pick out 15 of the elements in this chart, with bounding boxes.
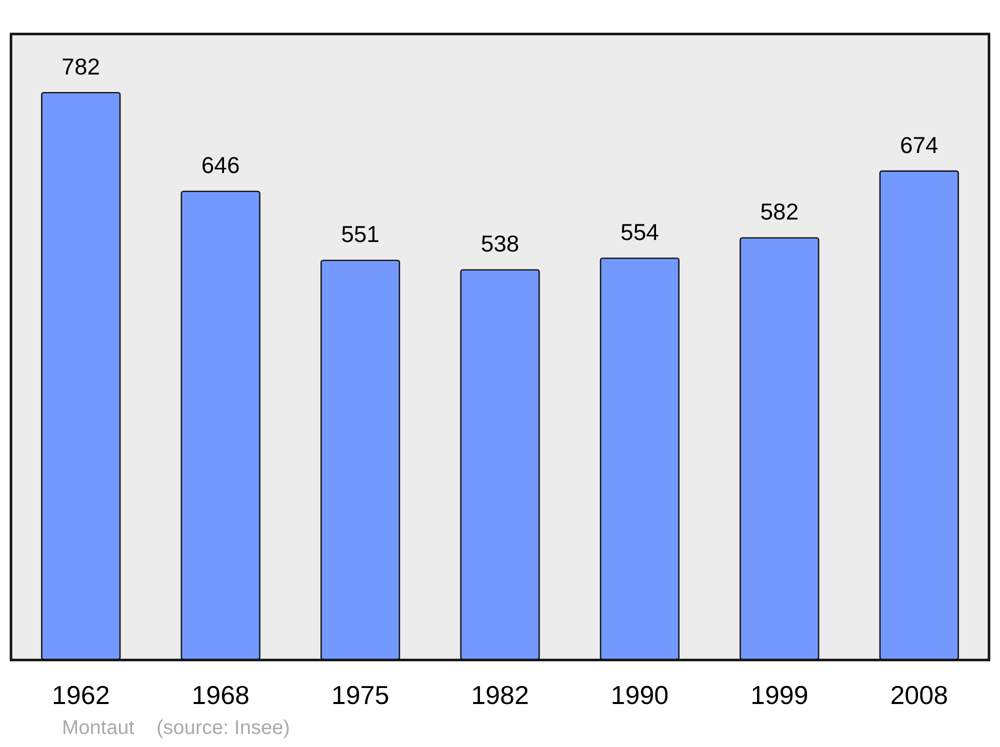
x-tick-label: 1999 — [750, 680, 808, 710]
x-tick-label: 2008 — [890, 680, 948, 710]
data-label: 646 — [201, 152, 240, 178]
data-label: 551 — [341, 221, 380, 248]
data-label: 582 — [760, 198, 799, 225]
x-tick-label: 1982 — [471, 680, 529, 710]
data-label: 554 — [620, 219, 660, 246]
data-label: 538 — [480, 230, 520, 257]
data-label: 674 — [900, 132, 939, 158]
x-tick-label: 1990 — [610, 680, 669, 710]
data-label: 782 — [62, 53, 100, 80]
x-tick-label: 1962 — [52, 680, 110, 710]
x-tick-label: 1968 — [192, 680, 250, 710]
x-tick-label: 1975 — [331, 680, 390, 710]
text: Montaut (source: Insee) — [62, 717, 290, 739]
